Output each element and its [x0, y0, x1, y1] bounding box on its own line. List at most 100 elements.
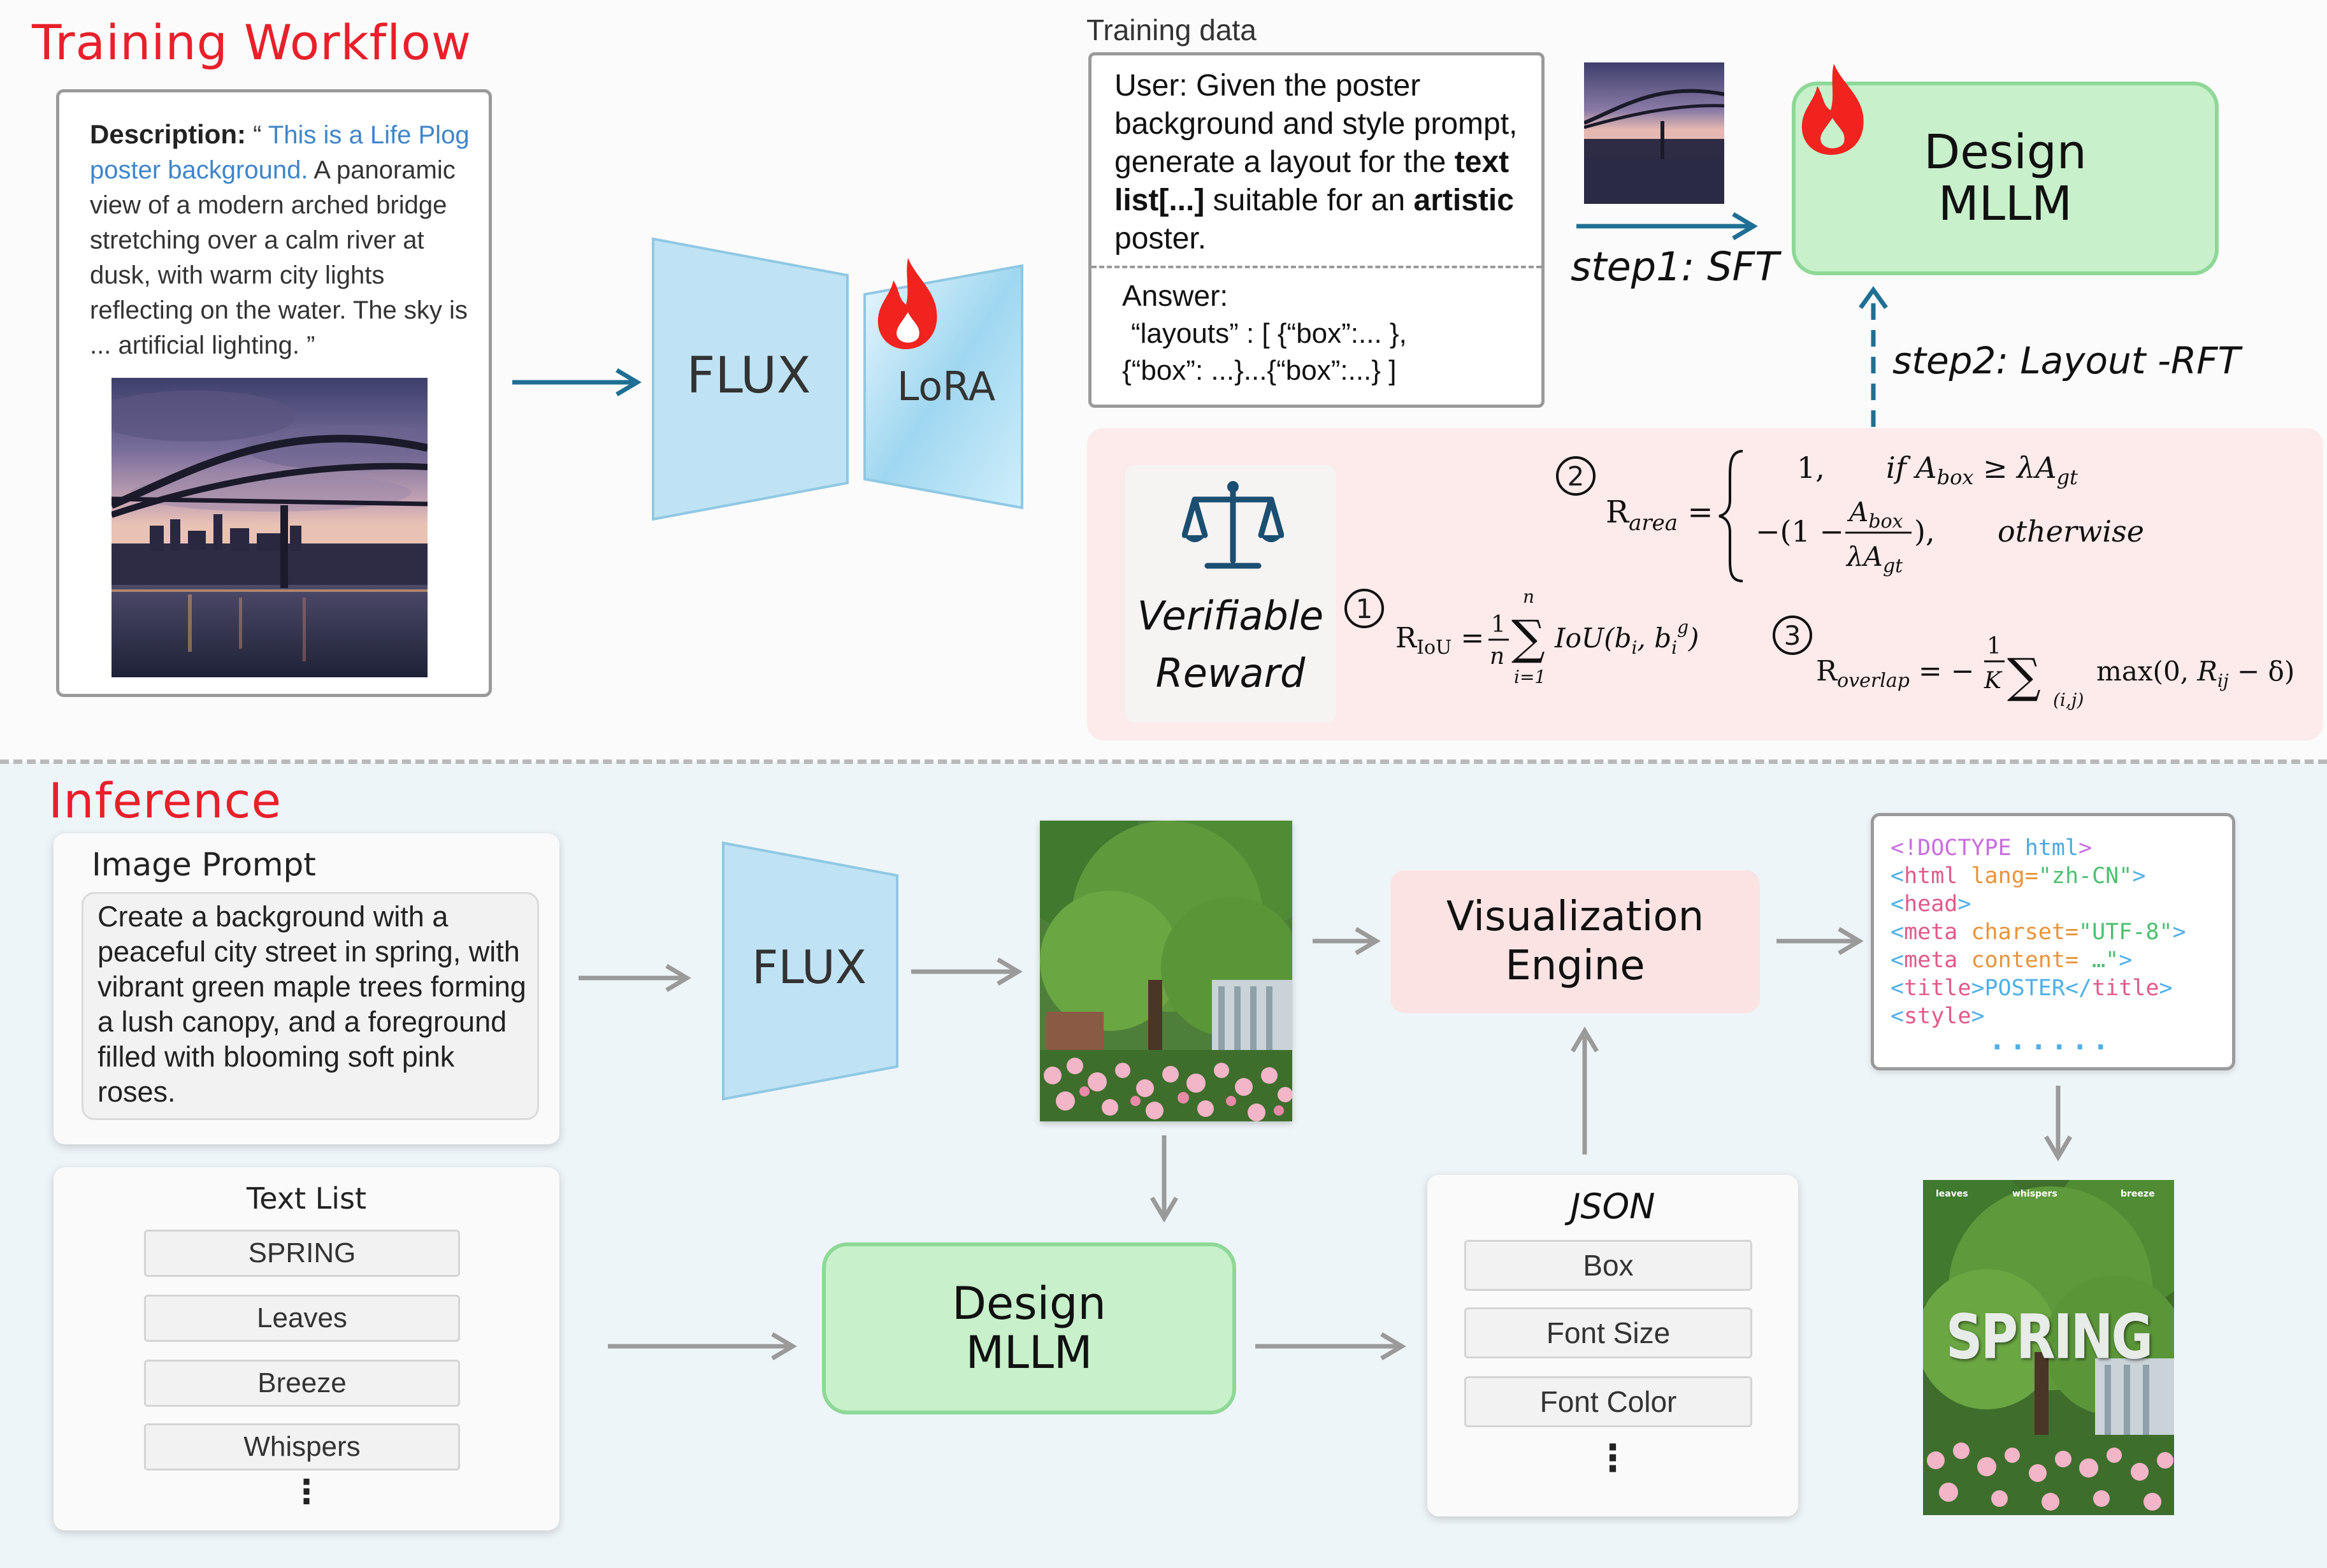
code-token: "UTF-8" — [2078, 919, 2173, 945]
json-item: Box — [1464, 1240, 1752, 1291]
description-body: A panoramic view of a modern arched brid… — [90, 156, 468, 359]
arrow-code-to-poster — [2043, 1086, 2073, 1162]
svg-text:RIoU =: RIoU = — [1395, 622, 1484, 659]
formula-r-overlap: Roverlap = − 1 K ∑ (i,j) max(0, Rij − δ) — [1816, 633, 2295, 710]
user-text-1: Given the poster background and style pr… — [1114, 69, 1518, 179]
step2-label: step2: Layout -RFT — [1892, 339, 2240, 382]
code-token: lang= — [1957, 863, 2038, 889]
svg-text:∑: ∑ — [1511, 610, 1545, 665]
user-bold-artistic: artistic — [1413, 183, 1514, 217]
text-list-item: Whispers — [144, 1423, 460, 1471]
code-token: <!DOCTYPE — [1891, 835, 2025, 861]
arrow-desc-to-flux — [512, 368, 642, 397]
code-token: < — [1891, 919, 1905, 945]
image-prompt-card: Image Prompt Create a background with a … — [54, 833, 559, 1144]
json-item: Font Color — [1464, 1376, 1752, 1427]
code-token: meta — [1904, 919, 1958, 945]
svg-text:K: K — [1984, 668, 2003, 694]
image-prompt-title: Image Prompt — [92, 846, 316, 883]
code-line: <meta charset="UTF-8"> — [1891, 918, 2186, 946]
design-mllm-inference-line2: MLLM — [965, 1327, 1093, 1379]
arrow-step1 — [1576, 212, 1758, 241]
flux-label-inference: FLUX — [752, 940, 867, 994]
formula-3-number-text: 3 — [1783, 619, 1801, 651]
design-mllm-training: Design MLLM — [1792, 82, 2219, 275]
description-card: Description: “ This is a Life Plog poste… — [56, 89, 492, 697]
code-token: title — [1904, 975, 1971, 1001]
code-token: html — [1904, 863, 1958, 889]
image-prompt-textbox: Create a background with a peaceful city… — [82, 892, 539, 1120]
step1-label: step1: SFT — [1571, 243, 1780, 290]
svg-text:∑: ∑ — [2007, 649, 2041, 703]
arrow-image-to-visualization — [1313, 926, 1381, 956]
svg-text:),: ), — [1914, 514, 1935, 549]
svg-text:if Abox ≥ λAgt: if Abox ≥ λAgt — [1886, 450, 2078, 489]
user-text-2: suitable for an — [1204, 183, 1414, 217]
json-more: ⋮ — [1594, 1436, 1631, 1479]
svg-text:n: n — [1523, 586, 1534, 607]
description-label: Description: — [90, 119, 247, 149]
svg-text:(i,j): (i,j) — [2053, 689, 2084, 710]
code-token: content= — [1957, 947, 2093, 973]
arrow-step2 — [1859, 285, 1888, 427]
description-highlight: This is a Life Plog poster background. — [90, 121, 470, 184]
poster-headline: SPRING — [1945, 1301, 2153, 1373]
user-text-3: poster. — [1114, 222, 1207, 255]
arrow-json-to-visualization — [1570, 1026, 1599, 1154]
arrow-mllm-to-json — [1255, 1332, 1406, 1361]
image-prompt-text: Create a background with a peaceful city… — [97, 900, 526, 1108]
design-mllm-inference-line1: Design — [952, 1277, 1106, 1330]
code-token: charset= — [1957, 919, 2079, 945]
verifiable-reward-line2: Reward — [1155, 650, 1306, 696]
section-divider — [0, 759, 2327, 764]
lora-label: LoRA — [897, 363, 996, 410]
code-line: <head> — [1891, 890, 2186, 918]
code-token: < — [1891, 1003, 1905, 1029]
flux-label-training: FLUX — [686, 347, 811, 405]
fire-icon-mllm — [1801, 64, 1864, 155]
code-token: > — [1971, 1003, 1985, 1029]
code-token: head — [1904, 891, 1958, 917]
code-token: >POSTER</ — [1971, 975, 2093, 1001]
text-list-card: Text List SPRING Leaves Breeze Whispers ⋮ — [54, 1167, 559, 1530]
code-line: <!DOCTYPE html> — [1891, 834, 2186, 862]
code-line: <style> — [1891, 1002, 2186, 1030]
code-token: > — [1957, 891, 1971, 917]
code-token: < — [1891, 891, 1905, 917]
generated-background-image — [1040, 821, 1292, 1121]
text-list-item: SPRING — [144, 1230, 460, 1277]
code-line: <meta content= …"> — [1891, 946, 2186, 974]
flux-shape-inference — [722, 841, 898, 1101]
text-list-item: Leaves — [144, 1295, 460, 1342]
user-prefix: User: — [1114, 69, 1188, 103]
svg-text:Rarea =: Rarea = — [1606, 494, 1713, 536]
design-mllm-training-line2: MLLM — [1938, 176, 2073, 231]
answer-label: Answer: — [1122, 279, 1228, 312]
text-list-item: Breeze — [144, 1360, 460, 1407]
code-token: > — [2078, 835, 2093, 861]
json-title: JSON — [1570, 1186, 1655, 1226]
svg-text:λAgt: λAgt — [1845, 541, 1903, 577]
visualization-line1: Visualization — [1446, 893, 1704, 941]
code-token: < — [1891, 975, 1905, 1001]
svg-text:max(0, Rij − δ): max(0, Rij − δ) — [2096, 656, 2295, 691]
svg-text:otherwise: otherwise — [1998, 514, 2144, 549]
text-list-more: ⋮ — [290, 1473, 323, 1511]
design-mllm-inference: Design MLLM — [822, 1242, 1236, 1414]
arrow-textlist-to-mllm — [608, 1332, 797, 1361]
formula-2-number-text: 2 — [1567, 460, 1585, 492]
user-prompt-text: User: Given the poster background and st… — [1114, 67, 1529, 258]
json-card: JSON Box Font Size Font Color ⋮ — [1427, 1175, 1798, 1516]
poster-top-right-text: breeze — [2121, 1189, 2155, 1199]
final-poster: leaves whispers breeze SPRING — [1923, 1180, 2174, 1515]
answer-line-1: “layouts” : [ {“box”:... }, — [1131, 318, 1407, 349]
bridge-photo — [112, 378, 428, 677]
formula-1-number-text: 1 — [1355, 593, 1373, 624]
code-token: meta — [1904, 947, 1958, 973]
training-data-card: User: Given the poster background and st… — [1088, 52, 1545, 408]
verifiable-reward-line1: Verifiable — [1137, 593, 1324, 639]
json-item: Font Size — [1464, 1307, 1752, 1358]
visualization-engine: Visualization Engine — [1390, 870, 1760, 1013]
poster-top-mid-text: whispers — [2012, 1189, 2057, 1199]
arrow-prompt-to-flux — [579, 963, 691, 993]
